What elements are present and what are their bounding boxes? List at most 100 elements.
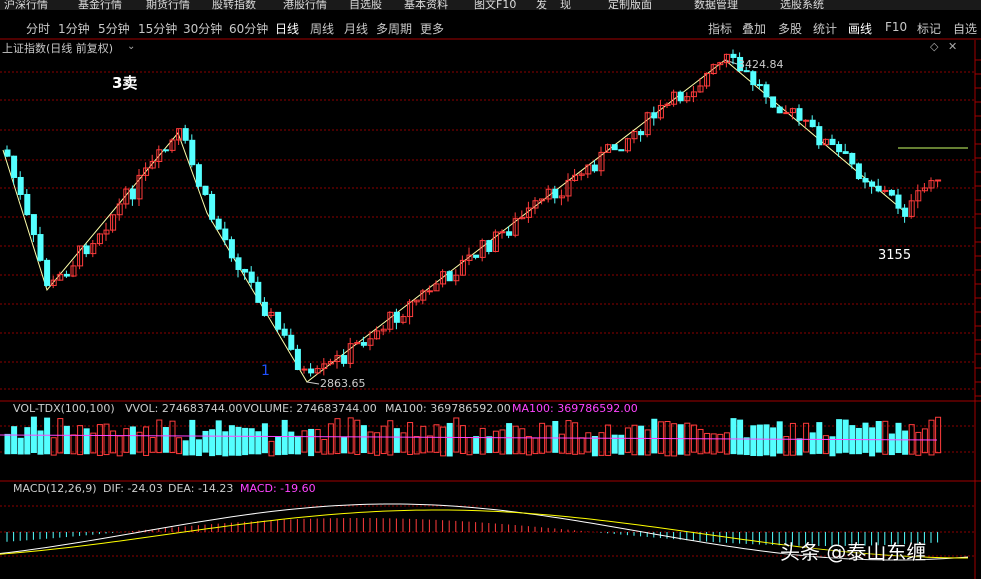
candle-body [367,338,374,346]
macd-indicator-name[interactable]: MACD(12,26,9) [13,482,97,495]
menu-item-12[interactable]: 选股系统 [780,0,824,10]
volume-bar [407,422,414,455]
candle-body [149,160,156,169]
volume-bar [261,423,268,454]
volume-bar [591,436,598,457]
volume-bar [816,422,823,454]
volume-bar [776,421,783,454]
volume-bar [24,427,31,455]
candle-body [519,216,526,220]
gear-icon[interactable]: ◇ [930,40,939,53]
candle-body [723,53,730,64]
candle-body [90,243,97,255]
right-tab-6[interactable]: 标记 [917,22,942,36]
right-tab-2[interactable]: 多股 [778,22,803,36]
candle-body [776,106,783,114]
volume-bar [506,423,513,455]
candle-body [684,96,691,102]
volume-bar [255,431,262,455]
right-tab-3[interactable]: 统计 [813,22,838,36]
menu-item-7[interactable]: 图文F10 [474,0,517,10]
period-tab-7[interactable]: 周线 [310,22,335,36]
candle-body [387,311,394,330]
volume-bar [341,436,348,454]
menu-item-11[interactable]: 数据管理 [694,0,738,10]
candle-body [842,151,849,154]
candle-body [301,368,308,371]
candle-body [327,361,334,365]
volume-bar [638,425,645,456]
candle-body [809,119,816,128]
chart-title-dropdown-icon[interactable]: ⌄ [127,41,136,52]
trend-zigzag-line [2,59,906,383]
volume-bar [374,432,381,456]
period-tab-10[interactable]: 更多 [420,22,445,36]
candle-body [717,62,724,66]
period-tab-1[interactable]: 1分钟 [58,22,90,36]
close-icon[interactable]: ✕ [948,40,958,53]
ma100-line [0,434,938,441]
chart-title[interactable]: 上证指数(日线 前复权) [2,42,114,55]
menu-item-0[interactable]: 沪深行情 [4,0,48,10]
candle-body [77,245,84,267]
right-tab-7[interactable]: 自选 [953,22,978,36]
volume-bar [90,432,97,454]
right-tab-1[interactable]: 叠加 [742,22,767,36]
annotation-3155: 3155 [878,248,912,263]
candle-body [902,207,909,217]
candle-body [935,179,942,182]
candle-body [499,231,506,234]
volume-bar [915,431,922,456]
menu-item-4[interactable]: 港股行情 [283,0,327,10]
volume-bar [281,419,288,455]
period-tab-2[interactable]: 5分钟 [98,22,130,36]
candle-body [928,180,935,189]
candle-body [57,273,64,281]
volume-bar [228,425,235,456]
candle-body [314,368,321,374]
candle-body [466,254,473,261]
menu-item-1[interactable]: 基金行情 [78,0,122,10]
menu-item-8[interactable]: 发 [536,0,547,10]
period-tab-3[interactable]: 15分钟 [138,22,178,36]
volume-bar [248,428,255,455]
volume-bar [585,432,592,453]
candle-body [341,355,348,364]
volume-indicator-name[interactable]: VOL-TDX(100,100) [13,402,115,415]
candle-body [261,301,268,316]
volume-bar [360,425,367,454]
period-tab-0[interactable]: 分时 [26,22,51,36]
volume-bar [195,439,202,457]
volume-bar [446,422,453,457]
candle-body [50,279,57,286]
volume-bar [268,440,275,457]
period-tab-5[interactable]: 60分钟 [229,22,269,36]
period-tab-8[interactable]: 月线 [344,22,369,36]
menu-item-3[interactable]: 股转指数 [212,0,256,10]
right-tab-5[interactable]: F10 [885,20,908,34]
volume-bar [730,418,737,455]
menu-item-9[interactable]: 现 [560,0,571,10]
period-tab-9[interactable]: 多周期 [376,22,413,36]
candle-body [96,233,103,245]
volume-bar [294,435,301,455]
volume-bar [169,420,176,454]
volume-bar [149,437,156,453]
candle-body [882,189,889,192]
right-toolbar: 指标 叠加 多股 统计 画线 F10 标记 自选 [700,16,981,38]
menu-item-10[interactable]: 定制版面 [608,0,652,10]
period-tab-6[interactable]: 日线 [275,22,300,36]
low-price-label: 2863.65 [320,377,366,390]
candle-body [360,342,367,346]
volume-bar [479,427,486,455]
menu-item-5[interactable]: 自选股 [349,0,382,10]
candle-body [915,190,922,202]
menu-item-6[interactable]: 基本资料 [404,0,448,10]
period-tab-4[interactable]: 30分钟 [183,22,223,36]
menu-item-2[interactable]: 期货行情 [146,0,190,10]
candle-body [433,283,440,292]
right-tab-0[interactable]: 指标 [708,22,733,36]
high-price-label: 3424.84 [738,58,784,71]
right-tab-4[interactable]: 画线 [848,22,873,36]
